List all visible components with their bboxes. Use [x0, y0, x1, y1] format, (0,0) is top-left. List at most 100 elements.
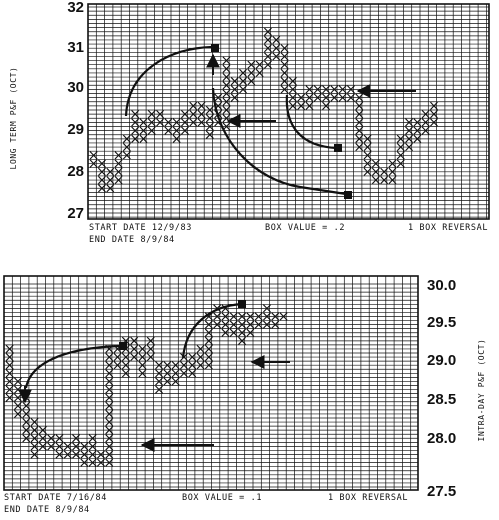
pf-x-mark	[288, 77, 297, 86]
pf-x-mark	[106, 175, 115, 185]
pf-x-mark	[5, 393, 14, 402]
pf-x-mark	[131, 118, 140, 127]
pf-x-mark	[204, 328, 213, 337]
pf-x-mark	[5, 377, 14, 386]
pf-x-mark	[305, 101, 314, 110]
pf-x-mark	[230, 85, 239, 94]
pf-x-mark	[38, 434, 47, 443]
pf-x-mark	[229, 312, 238, 321]
pf-x-mark	[288, 85, 297, 94]
pf-x-mark	[106, 184, 115, 193]
pf-x-mark	[313, 93, 322, 102]
pf-x-mark	[47, 442, 56, 451]
pf-x-mark	[355, 142, 364, 152]
footer-top: START DATE 12/9/83 END DATE 8/9/84 BOX V…	[89, 223, 487, 245]
pf-x-mark	[105, 458, 114, 467]
pf-x-mark	[430, 101, 438, 110]
pf-x-mark	[213, 312, 222, 321]
pf-x-mark	[297, 93, 306, 102]
pf-x-mark	[221, 312, 230, 321]
pf-x-mark	[222, 64, 231, 73]
pf-x-mark	[246, 320, 255, 329]
pf-x-mark	[214, 93, 223, 102]
pf-x-mark	[247, 77, 256, 86]
pf-x-mark	[122, 151, 131, 160]
pf-x-mark	[155, 385, 163, 394]
pf-x-mark	[238, 328, 246, 337]
pf-x-mark	[355, 118, 364, 127]
pf-x-mark	[72, 434, 80, 443]
tick-label: 30.0	[427, 277, 456, 294]
pf-x-mark	[80, 442, 89, 451]
pf-x-mark	[197, 110, 206, 119]
pf-x-mark	[371, 159, 380, 168]
pf-x-mark	[247, 60, 256, 69]
pf-x-mark	[305, 85, 314, 94]
pf-x-mark	[113, 353, 122, 362]
pf-x-mark	[413, 118, 422, 127]
pf-x-mark	[72, 442, 80, 451]
pf-x-mark	[5, 344, 14, 354]
pf-x-mark	[163, 369, 172, 378]
y-axis-title-bottom: INTRA-DAY P&F (OCT)	[477, 339, 486, 442]
pf-x-mark	[88, 450, 97, 459]
pf-x-mark	[246, 328, 255, 337]
pf-x-mark	[164, 126, 173, 135]
pf-x-mark	[380, 175, 389, 185]
pf-x-mark	[213, 320, 222, 329]
pf-x-mark	[63, 442, 72, 451]
pf-x-mark	[388, 167, 397, 176]
pf-x-mark	[239, 85, 247, 94]
end-date: END DATE 8/9/84	[4, 505, 90, 515]
pf-x-mark	[72, 450, 80, 459]
pf-x-mark	[105, 377, 114, 386]
pf-x-mark	[114, 159, 123, 168]
pf-x-mark	[204, 336, 213, 345]
pf-x-mark	[80, 450, 89, 459]
pf-x-mark	[105, 450, 114, 459]
pf-x-mark	[163, 361, 172, 370]
pf-x-mark	[189, 101, 198, 110]
pf-x-mark	[363, 134, 372, 143]
pf-x-mark	[347, 93, 355, 102]
pf-x-mark	[164, 118, 173, 127]
pf-x-mark	[430, 110, 438, 119]
trend-arcs-bottom	[18, 300, 290, 452]
pf-x-mark	[131, 110, 140, 119]
tick-label: 32	[67, 0, 84, 16]
pf-x-mark	[5, 385, 14, 394]
pf-x-mark	[105, 393, 114, 402]
pf-x-mark	[204, 312, 213, 321]
pf-x-mark	[229, 328, 238, 337]
pf-x-mark	[205, 105, 214, 115]
pf-x-mark	[114, 167, 123, 176]
pf-x-mark	[5, 369, 14, 378]
pf-x-mark	[322, 101, 330, 110]
pf-x-mark	[396, 142, 405, 152]
pf-x-mark	[181, 110, 189, 119]
pf-x-mark	[230, 93, 239, 102]
pf-x-mark	[263, 320, 271, 329]
tick-label: 27.5	[427, 483, 456, 500]
pf-x-mark	[97, 450, 105, 459]
pf-x-mark	[246, 312, 255, 321]
pf-x-mark	[264, 60, 272, 69]
pf-x-mark	[22, 434, 31, 443]
pf-x-mark	[222, 97, 231, 106]
pf-x-mark	[131, 126, 140, 135]
pf-x-mark	[238, 312, 246, 321]
pf-x-mark	[222, 72, 231, 82]
pf-x-mark	[363, 142, 372, 152]
pf-x-mark	[288, 93, 297, 102]
pf-x-mark	[55, 450, 64, 459]
pf-x-mark	[238, 320, 246, 329]
tick-label: 27	[67, 205, 84, 222]
pf-x-mark	[197, 101, 206, 110]
pf-x-mark	[138, 361, 147, 370]
pf-x-mark	[88, 442, 97, 451]
pf-x-mark	[264, 44, 272, 53]
pf-x-mark	[139, 126, 148, 135]
pf-x-mark	[189, 118, 198, 127]
tick-label: 28.5	[427, 391, 456, 408]
